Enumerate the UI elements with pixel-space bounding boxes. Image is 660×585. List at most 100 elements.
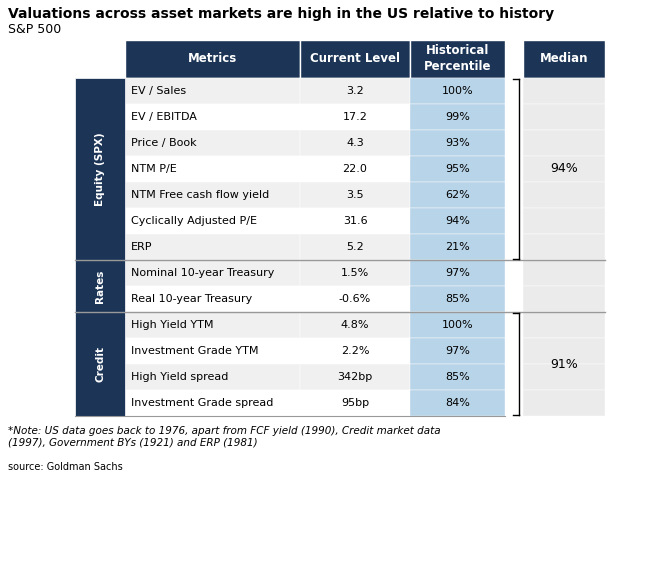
Bar xyxy=(505,286,523,312)
Bar xyxy=(505,338,523,364)
Bar xyxy=(300,364,410,390)
Text: Nominal 10-year Treasury: Nominal 10-year Treasury xyxy=(131,268,275,278)
Bar xyxy=(300,390,410,416)
Text: 93%: 93% xyxy=(445,138,470,148)
Bar xyxy=(300,104,410,130)
Bar xyxy=(410,338,505,364)
Bar xyxy=(75,78,125,260)
Text: 91%: 91% xyxy=(550,357,578,370)
Text: S&P 500: S&P 500 xyxy=(8,23,61,36)
Text: EV / EBITDA: EV / EBITDA xyxy=(131,112,197,122)
Bar xyxy=(125,260,300,286)
Bar xyxy=(410,156,505,182)
Bar xyxy=(523,182,605,208)
Bar xyxy=(125,390,300,416)
Text: 4.3: 4.3 xyxy=(346,138,364,148)
Text: Valuations across asset markets are high in the US relative to history: Valuations across asset markets are high… xyxy=(8,7,554,21)
Bar xyxy=(75,312,125,416)
Bar xyxy=(523,234,605,260)
Text: 21%: 21% xyxy=(445,242,470,252)
Text: NTM Free cash flow yield: NTM Free cash flow yield xyxy=(131,190,269,200)
Bar xyxy=(410,208,505,234)
Bar xyxy=(125,286,300,312)
Text: 1.5%: 1.5% xyxy=(341,268,369,278)
Text: 4.8%: 4.8% xyxy=(341,320,369,330)
Bar xyxy=(410,260,505,286)
Text: 3.2: 3.2 xyxy=(346,86,364,96)
Bar xyxy=(505,364,523,390)
Bar xyxy=(523,312,605,338)
Bar xyxy=(410,390,505,416)
Bar xyxy=(125,78,300,104)
Text: 94%: 94% xyxy=(550,163,578,176)
Text: Equity (SPX): Equity (SPX) xyxy=(95,132,105,206)
Bar xyxy=(410,234,505,260)
Text: 99%: 99% xyxy=(445,112,470,122)
Bar xyxy=(410,364,505,390)
Text: 22.0: 22.0 xyxy=(343,164,368,174)
Bar xyxy=(505,390,523,416)
Text: Cyclically Adjusted P/E: Cyclically Adjusted P/E xyxy=(131,216,257,226)
Bar xyxy=(125,312,300,338)
Bar xyxy=(410,104,505,130)
Text: *Note: US data goes back to 1976, apart from FCF yield (1990), Credit market dat: *Note: US data goes back to 1976, apart … xyxy=(8,426,441,448)
Text: 100%: 100% xyxy=(442,320,473,330)
Bar xyxy=(410,40,505,78)
Text: Current Level: Current Level xyxy=(310,53,400,66)
Text: 84%: 84% xyxy=(445,398,470,408)
Bar xyxy=(300,286,410,312)
Text: Metrics: Metrics xyxy=(188,53,237,66)
Bar xyxy=(300,156,410,182)
Text: 85%: 85% xyxy=(445,372,470,382)
Bar xyxy=(410,312,505,338)
Bar xyxy=(300,338,410,364)
Bar xyxy=(75,260,125,312)
Text: 31.6: 31.6 xyxy=(343,216,368,226)
Text: 94%: 94% xyxy=(445,216,470,226)
Bar xyxy=(505,156,523,182)
Bar xyxy=(300,260,410,286)
Bar xyxy=(523,338,605,364)
Bar xyxy=(300,234,410,260)
Bar xyxy=(523,130,605,156)
Bar xyxy=(505,208,523,234)
Bar xyxy=(300,182,410,208)
Text: 5.2: 5.2 xyxy=(346,242,364,252)
Bar xyxy=(300,78,410,104)
Bar xyxy=(300,130,410,156)
Bar xyxy=(125,182,300,208)
Bar xyxy=(125,234,300,260)
Bar xyxy=(125,338,300,364)
Bar xyxy=(300,40,410,78)
Bar xyxy=(300,208,410,234)
Text: EV / Sales: EV / Sales xyxy=(131,86,186,96)
Text: NTM P/E: NTM P/E xyxy=(131,164,177,174)
Bar xyxy=(410,130,505,156)
Bar xyxy=(505,234,523,260)
Text: Real 10-year Treasury: Real 10-year Treasury xyxy=(131,294,252,304)
Text: Price / Book: Price / Book xyxy=(131,138,197,148)
Text: 62%: 62% xyxy=(445,190,470,200)
Bar xyxy=(505,104,523,130)
Text: 97%: 97% xyxy=(445,268,470,278)
Text: source: Goldman Sachs: source: Goldman Sachs xyxy=(8,462,123,472)
Text: 97%: 97% xyxy=(445,346,470,356)
Text: Historical
Percentile: Historical Percentile xyxy=(424,44,491,74)
Bar xyxy=(523,260,605,286)
Text: 17.2: 17.2 xyxy=(343,112,368,122)
Text: Median: Median xyxy=(540,53,588,66)
Text: High Yield spread: High Yield spread xyxy=(131,372,228,382)
Text: Investment Grade spread: Investment Grade spread xyxy=(131,398,273,408)
Text: 95%: 95% xyxy=(445,164,470,174)
Bar xyxy=(505,260,523,286)
Text: Credit: Credit xyxy=(95,346,105,382)
Bar xyxy=(300,312,410,338)
Bar xyxy=(523,286,605,312)
Bar xyxy=(505,312,523,338)
Bar xyxy=(523,364,605,390)
Text: High Yield YTM: High Yield YTM xyxy=(131,320,213,330)
Bar xyxy=(523,104,605,130)
Bar xyxy=(523,78,605,104)
Bar xyxy=(125,208,300,234)
Bar xyxy=(125,130,300,156)
